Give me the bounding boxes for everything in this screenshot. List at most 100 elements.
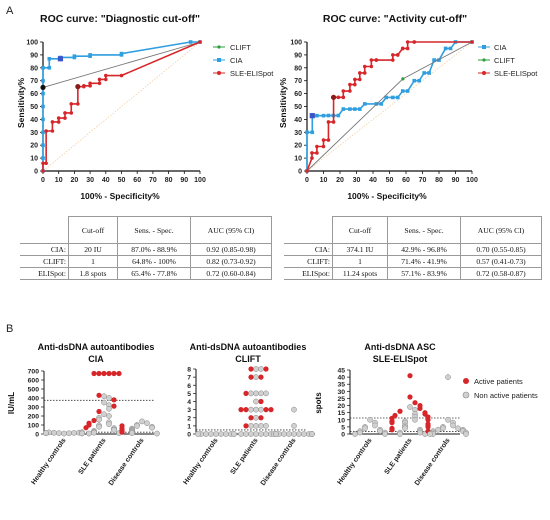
data-point-nonactive xyxy=(101,393,107,400)
col-auc: AUC (95% CI) xyxy=(460,216,542,244)
scatter-legend: Active patients Non active patients xyxy=(462,377,538,400)
y-tick-label: 100 xyxy=(26,40,38,47)
roc-point-elispot xyxy=(63,116,67,120)
roc-point-cia xyxy=(391,95,395,100)
roc-point-elispot xyxy=(358,71,362,75)
roc-point-cia xyxy=(412,78,417,83)
table-row: ELISpot: 1.8 spots 65.4% - 77.8% 0.72 (0… xyxy=(20,267,272,280)
y-tick-label: 7 xyxy=(187,375,191,382)
roc-point-cia xyxy=(310,130,315,135)
data-point-nonactive xyxy=(101,399,107,406)
reference-diagonal xyxy=(306,41,473,172)
y-tick-label: 40 xyxy=(337,375,345,382)
data-point-active xyxy=(83,425,89,431)
data-point-active xyxy=(248,415,254,421)
data-point-active xyxy=(243,390,249,396)
scatter-clift-title-2: CLIFT xyxy=(235,354,261,364)
data-point-nonactive xyxy=(253,374,259,380)
reference-diagonal xyxy=(42,41,201,172)
roc-point-elispot xyxy=(405,46,410,51)
roc-point-elispot xyxy=(362,64,367,69)
category-label: Disease controls xyxy=(260,437,298,487)
data-point-nonactive xyxy=(427,431,433,437)
data-point-active xyxy=(258,415,264,421)
roc-point-elispot xyxy=(310,151,314,155)
roc-point-cia xyxy=(41,117,45,122)
x-tick-label: 20 xyxy=(71,177,79,184)
x-tick-label: 70 xyxy=(419,177,427,184)
data-point-nonactive xyxy=(450,422,456,429)
scatter-elispot-ylabel: spots xyxy=(314,392,323,414)
scatter-cia-chart: 0 100 200 300 400 500 600 700 Healthy controls SL… xyxy=(28,369,160,487)
roc-point-cia xyxy=(422,71,426,75)
category-label: Healthy controls xyxy=(30,437,67,486)
y-tick-label: 2 xyxy=(187,415,191,422)
data-point-nonactive xyxy=(86,430,92,437)
roc-point-elispot xyxy=(362,71,367,75)
roc-point-elispot xyxy=(391,53,395,57)
roc-point-elispot xyxy=(326,120,331,124)
roc-point-cia xyxy=(395,95,400,100)
roc-point-elispot xyxy=(63,111,67,115)
roc-point-cia xyxy=(353,107,357,111)
y-tick-label: 0 xyxy=(35,432,39,439)
category-label: Healthy controls xyxy=(336,437,373,486)
y-tick-label: 80 xyxy=(294,65,302,72)
data-point-active xyxy=(111,403,117,409)
table-row: CIA: 374.1 IU 42.9% - 96.8% 0.70 (0.55-0… xyxy=(284,243,542,256)
data-point-nonactive xyxy=(129,430,135,436)
scatter-cia-ylabel: IU/mL xyxy=(7,392,16,414)
y-tick-label: 10 xyxy=(30,156,38,163)
data-point-nonactive xyxy=(301,431,307,437)
y-tick-label: 0 xyxy=(34,169,38,176)
category-label: SLE patients xyxy=(78,437,108,476)
data-point-nonactive xyxy=(238,431,244,437)
roc-point-cia xyxy=(41,156,45,160)
roc-act-legend: CIA CLIFT SLE-ELISpot xyxy=(478,43,538,78)
table-row: ELISpot: 11.24 spots 57.1% - 83.9% 0.72 … xyxy=(284,267,542,280)
roc-point-cia xyxy=(405,89,410,93)
y-tick-label: 5 xyxy=(341,424,345,431)
data-point-active xyxy=(389,420,395,426)
data-point-active xyxy=(111,397,117,403)
data-point-nonactive xyxy=(106,421,112,427)
y-tick-label: 50 xyxy=(294,104,302,111)
data-point-active xyxy=(91,417,97,424)
data-point-nonactive xyxy=(440,425,446,432)
y-tick-label: 30 xyxy=(294,130,302,137)
roc-point-elispot xyxy=(305,169,309,173)
x-tick-label: 100 xyxy=(194,177,206,184)
data-point-nonactive xyxy=(407,404,413,410)
row-label: ELISpot: xyxy=(284,267,333,280)
legend-label-clift: CLIFT xyxy=(494,56,515,65)
roc-point-cia xyxy=(41,91,45,96)
roc-point-elispot xyxy=(76,102,80,106)
data-point-nonactive xyxy=(61,430,67,437)
roc-point-elispot xyxy=(119,73,124,78)
roc-point-elispot xyxy=(412,40,417,44)
row-label: CIA: xyxy=(20,243,69,256)
roc-act-xlabel: 100% - Specificity% xyxy=(347,191,427,201)
data-point-active xyxy=(417,405,423,411)
data-point-nonactive xyxy=(362,425,368,432)
y-tick-label: 600 xyxy=(28,378,40,385)
data-point-active xyxy=(238,407,244,413)
roc-point-elispot xyxy=(321,138,326,142)
roc-point-cia xyxy=(47,56,52,61)
data-point-nonactive xyxy=(435,426,441,433)
roc-point-elispot xyxy=(326,138,331,142)
data-point-nonactive xyxy=(281,431,287,437)
y-tick-label: 90 xyxy=(30,52,38,59)
data-point-active xyxy=(96,370,102,377)
data-point-active xyxy=(243,423,249,429)
y-tick-label: 10 xyxy=(337,417,345,424)
category-label: Disease controls xyxy=(414,437,452,487)
y-tick-label: 400 xyxy=(28,396,40,403)
data-point-nonactive xyxy=(243,431,249,437)
data-point-active xyxy=(268,407,274,413)
roc-point-cia xyxy=(41,78,45,83)
legend-entry-clift: CLIFT xyxy=(213,43,251,52)
col-sens-spec: Sens. - Spec. xyxy=(387,216,461,244)
table-diagnostic: Cut-off Sens. - Spec. AUC (95% CI) CIA: … xyxy=(20,216,272,280)
